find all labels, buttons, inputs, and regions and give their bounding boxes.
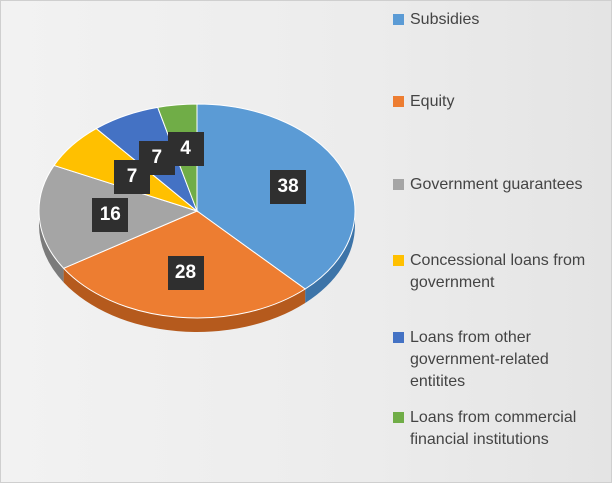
pie-side-walls	[39, 211, 355, 332]
data-label-subsidies: 38	[270, 169, 307, 204]
legend-item-concessional-loans: Concessional loans from government	[393, 250, 608, 294]
pie-side-2	[39, 211, 64, 283]
legend-swatch	[393, 14, 404, 25]
legend-swatch	[393, 332, 404, 343]
legend-swatch	[393, 255, 404, 266]
legend-swatch	[393, 412, 404, 423]
legend-label: Loans from commercial financial institut…	[410, 409, 577, 448]
pie-side-0	[305, 211, 355, 303]
legend-item-subsidies: Subsidies	[393, 9, 608, 31]
legend-item-government-guarantees: Government guarantees	[393, 174, 608, 196]
legend-label: Loans from other government-related enti…	[410, 329, 549, 390]
legend-label: Subsidies	[410, 11, 480, 28]
legend-label: Concessional loans from government	[410, 252, 586, 291]
legend-swatch	[393, 96, 404, 107]
legend-item-equity: Equity	[393, 91, 608, 113]
data-label-loans-commercial: 4	[167, 132, 204, 167]
legend-label: Government guarantees	[410, 176, 583, 193]
pie-side-1	[63, 268, 306, 332]
legend-label: Equity	[410, 93, 455, 110]
legend-swatch	[393, 179, 404, 190]
legend-item-loans-commercial: Loans from commercial financial institut…	[393, 407, 608, 451]
data-label-government-guarantees: 16	[92, 197, 129, 232]
legend-item-loans-government-related: Loans from other government-related enti…	[393, 327, 608, 393]
data-label-equity: 28	[167, 255, 204, 290]
